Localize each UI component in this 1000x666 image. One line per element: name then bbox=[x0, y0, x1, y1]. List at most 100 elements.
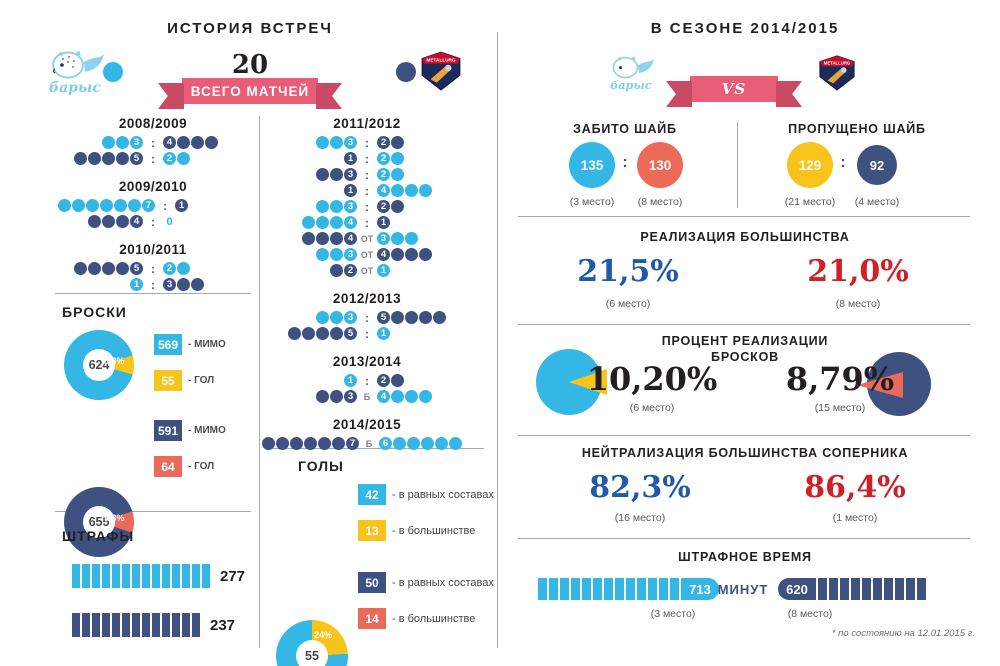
goal-dot bbox=[330, 327, 343, 340]
scored-value-barys: 135 bbox=[569, 142, 615, 188]
goal-dot bbox=[316, 168, 329, 181]
goal-dot bbox=[191, 278, 204, 291]
goal-dot bbox=[102, 215, 115, 228]
game-score-right: 4 bbox=[377, 184, 472, 197]
score-circle: 4 bbox=[344, 216, 357, 229]
score-circle: 2 bbox=[377, 152, 390, 165]
powerplay-title: РЕАЛИЗАЦИЯ БОЛЬШИНСТВА bbox=[640, 230, 850, 244]
legend-value: 13 bbox=[358, 520, 386, 541]
goal-dot bbox=[391, 136, 404, 149]
svg-text:барыс: барыс bbox=[49, 80, 101, 96]
game-score-left: 1 bbox=[262, 184, 357, 197]
score-circle: 1 bbox=[377, 264, 390, 277]
score-circle: 2 bbox=[377, 374, 390, 387]
bar-segment bbox=[884, 578, 893, 600]
powerplay-value-barys: 21,5% bbox=[577, 254, 679, 289]
bar-segment bbox=[82, 613, 90, 637]
legend-item: 13 - в большинстве bbox=[358, 520, 494, 541]
bar-segment bbox=[571, 578, 580, 600]
season-title: 2013/2014 bbox=[332, 354, 402, 369]
game-score-left: 5 bbox=[58, 152, 143, 165]
donut-center-value: 655 bbox=[83, 506, 115, 538]
barys-logo-small: барыс bbox=[610, 56, 655, 92]
score-separator: : bbox=[365, 310, 369, 325]
season-title: 2012/2013 bbox=[332, 291, 402, 306]
bar-segment bbox=[132, 613, 140, 637]
game-score-right: 2 bbox=[377, 152, 472, 165]
bar-segment bbox=[102, 613, 110, 637]
goal-dot bbox=[421, 437, 434, 450]
score-circle: 1 bbox=[344, 152, 357, 165]
game-score-left: 3 bbox=[262, 136, 357, 149]
goal-dot bbox=[393, 437, 406, 450]
goal-dot bbox=[177, 152, 190, 165]
legend-value: 55 bbox=[154, 370, 182, 391]
score-separator: Б bbox=[363, 391, 371, 402]
goal-dot bbox=[330, 232, 343, 245]
game-score-right: 1 bbox=[175, 199, 248, 212]
goal-dot bbox=[316, 311, 329, 324]
goal-dot bbox=[435, 437, 448, 450]
game-score-left: 5 bbox=[262, 327, 357, 340]
divider-right-2 bbox=[518, 324, 970, 325]
conceded-value-metallurg: 92 bbox=[857, 145, 897, 185]
legend-label: - ГОЛ bbox=[188, 375, 215, 386]
shots-donut-barys: 624 8,8% bbox=[64, 330, 134, 400]
score-separator: Б bbox=[365, 438, 373, 449]
bar-segment bbox=[593, 578, 602, 600]
score-separator: : bbox=[365, 151, 369, 166]
bar-segment bbox=[851, 578, 860, 600]
game-score-left: 3 bbox=[58, 136, 143, 149]
game-score-right: 2 bbox=[377, 200, 472, 213]
bar-segment bbox=[582, 578, 591, 600]
bar-segment bbox=[172, 564, 180, 588]
penaltytime-rank-metallurg: (8 место) bbox=[787, 608, 833, 620]
goal-dot bbox=[316, 327, 329, 340]
legend-value: 569 bbox=[154, 334, 182, 355]
goal-dot bbox=[304, 437, 317, 450]
score-circle: 3 bbox=[163, 278, 176, 291]
game-score-right: 4 bbox=[163, 136, 248, 149]
score-circle: 3 bbox=[344, 136, 357, 149]
svg-text:METALLURG: METALLURG bbox=[824, 60, 851, 65]
conceded-rank-metallurg: (4 место) bbox=[854, 196, 900, 208]
game-score-row: 1:3 bbox=[58, 277, 248, 292]
season-block: 2008/2009 3:4 5:2 bbox=[58, 116, 248, 166]
game-score-left: 1 bbox=[262, 152, 357, 165]
score-separator: : bbox=[163, 198, 167, 213]
bar-segment bbox=[192, 564, 200, 588]
legend-item: 42 - в равных составах bbox=[358, 484, 494, 505]
goal-dot bbox=[330, 311, 343, 324]
legend-label: - в равных составах bbox=[392, 576, 494, 589]
goals-legend-barys: 42 - в равных составах 13 - в большинстве bbox=[358, 484, 494, 556]
game-score-left: 3 bbox=[262, 200, 357, 213]
goal-dot bbox=[419, 311, 432, 324]
game-score-row: 4:0 bbox=[58, 214, 248, 229]
divider-right-3 bbox=[518, 435, 970, 436]
score-separator: : bbox=[151, 151, 155, 166]
score-separator: : bbox=[365, 199, 369, 214]
legend-label: - МИМО bbox=[188, 425, 226, 436]
game-score-right: 5 bbox=[377, 311, 472, 324]
game-score-left: 4 bbox=[58, 215, 143, 228]
goals-title: ГОЛЫ bbox=[298, 458, 344, 474]
svg-text:METALLURG: METALLURG bbox=[426, 58, 456, 63]
game-score-right: 2 bbox=[163, 152, 248, 165]
score-circle: 2 bbox=[163, 262, 176, 275]
total-matches-ribbon: ВСЕГО МАТЧЕЙ bbox=[182, 78, 318, 104]
goal-dot bbox=[407, 437, 420, 450]
penaltytime-bar-metallurg: 620 bbox=[778, 578, 928, 600]
bar-segment bbox=[670, 578, 679, 600]
score-circle: 4 bbox=[377, 184, 390, 197]
bar-segment bbox=[112, 613, 120, 637]
goal-dot bbox=[405, 184, 418, 197]
game-score-left: 7 bbox=[262, 437, 359, 450]
goal-dot bbox=[276, 437, 289, 450]
penaltytime-title: ШТРАФНОЕ ВРЕМЯ bbox=[678, 550, 812, 564]
goal-dot bbox=[330, 200, 343, 213]
goal-dot bbox=[391, 152, 404, 165]
bar-segment bbox=[659, 578, 668, 600]
goal-dot bbox=[262, 437, 275, 450]
divider-above-penalties bbox=[55, 511, 251, 512]
season-block: 2010/2011 5:2 1:3 bbox=[58, 242, 248, 292]
